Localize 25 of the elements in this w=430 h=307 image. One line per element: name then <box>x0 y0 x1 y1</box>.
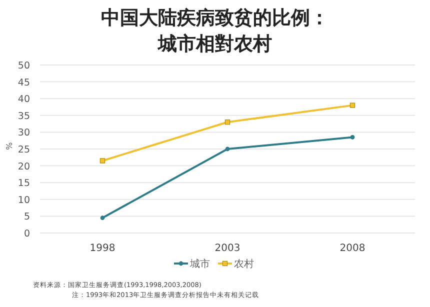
y-tick-label: 10 <box>18 194 30 206</box>
x-tick-label: 2003 <box>214 243 240 254</box>
point <box>100 158 106 164</box>
chart-subtitle: 城市相對农村 <box>157 33 272 55</box>
y-tick-label: 15 <box>18 178 30 190</box>
y-tick-label: 50 <box>18 60 30 72</box>
point <box>350 135 355 140</box>
legend-label: 农村 <box>234 258 254 270</box>
x-tick-label: 1998 <box>90 243 116 254</box>
chart-title: 中国大陆疾病致贫的比例： <box>101 7 329 29</box>
y-tick-label: 0 <box>24 228 30 240</box>
y-tick-label: 45 <box>18 77 30 88</box>
point <box>350 102 356 108</box>
y-tick-label: 25 <box>18 144 30 156</box>
y-tick-label: 35 <box>18 110 30 122</box>
y-axis-title: % <box>5 142 14 150</box>
x-tick-label: 2008 <box>340 243 366 254</box>
y-tick-label: 20 <box>18 161 30 172</box>
y-tick-label: 5 <box>24 212 30 223</box>
point <box>225 146 230 152</box>
y-tick-label: 30 <box>18 128 30 139</box>
point <box>100 216 105 220</box>
y-tick-label: 40 <box>18 94 30 106</box>
point <box>224 120 230 125</box>
legend-label: 城市 <box>189 258 210 270</box>
